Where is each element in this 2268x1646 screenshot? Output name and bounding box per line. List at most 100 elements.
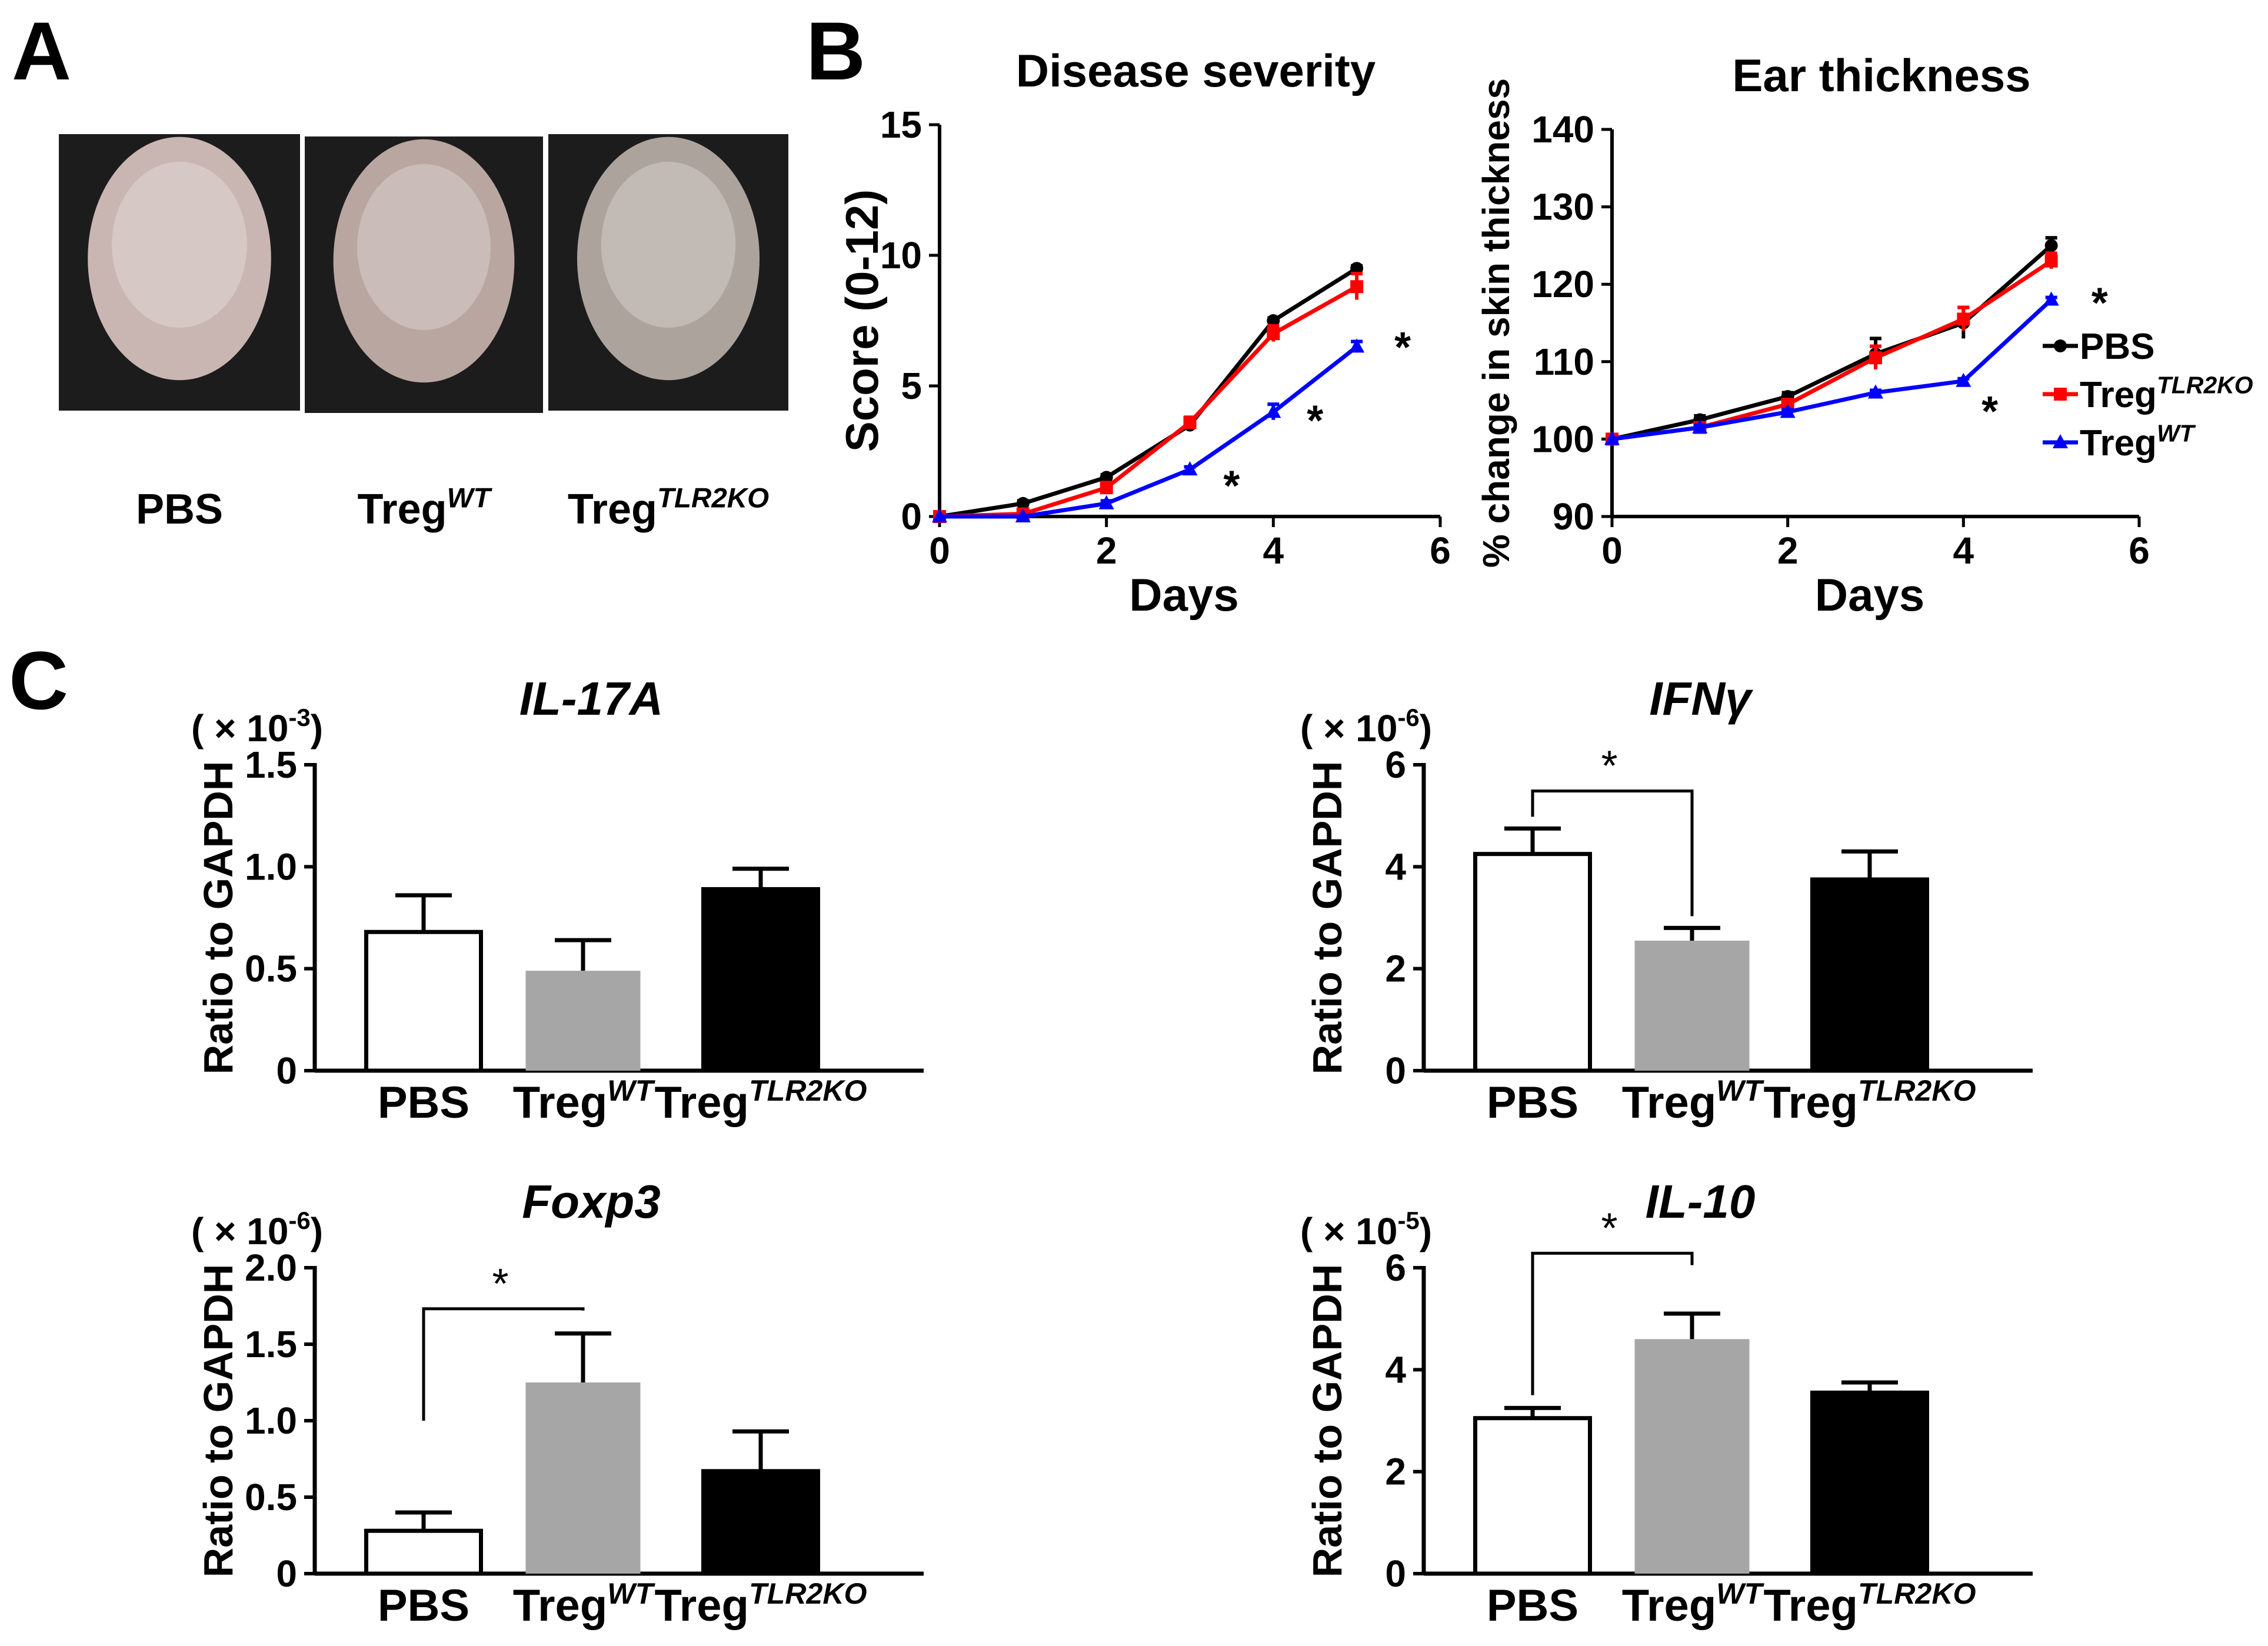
y-tick-label: 4	[1385, 1348, 1406, 1391]
chart-title: IFNγ	[1649, 672, 1754, 725]
chart-title: IL-17A	[519, 672, 664, 725]
data-point	[2044, 239, 2058, 252]
multiplier-label: ( × 10-6)	[191, 1207, 323, 1252]
significance-star: *	[2092, 280, 2108, 327]
significance-star: *	[1601, 743, 1617, 790]
category-label-1: TregWT	[1622, 1074, 1765, 1128]
legend-marker	[2054, 388, 2067, 401]
photo-label-2: TregTLR2KO	[568, 483, 769, 533]
il17a-chart: 0 0.5 1.0 1.5 IL-17A ( × 10-3) Ratio to GAPDH P…	[191, 672, 924, 1128]
data-point	[1100, 471, 1113, 484]
series-line-2	[1611, 298, 2053, 441]
y-tick-label: 0.5	[245, 948, 297, 990]
y-tick-label: 0	[1385, 1049, 1406, 1092]
chart-title: Disease severity	[1016, 45, 1376, 96]
y-axis-label: Score (0-12)	[836, 189, 888, 452]
series-line-2	[940, 345, 1358, 519]
il10-chart: 0 2 4 6 IL-10 ( × 10-5) Ratio to GAPDH PBS TregW…	[1300, 1175, 2033, 1631]
y-tick-label: 2.0	[245, 1247, 297, 1289]
photo-0	[59, 134, 300, 411]
lesion	[577, 136, 760, 381]
y-tick-label: 100	[1531, 418, 1594, 460]
multiplier-label: ( × 10-5)	[1300, 1207, 1432, 1252]
chart-title: Foxp3	[522, 1175, 661, 1228]
y-axis-label: Ratio to GAPDH	[195, 761, 241, 1075]
significance-star: *	[1223, 462, 1240, 509]
y-tick-label: 15	[880, 104, 922, 146]
category-label-2: TregTLR2KO	[654, 1074, 867, 1128]
y-tick-label: 120	[1531, 263, 1594, 305]
y-tick-label: 2	[1385, 948, 1406, 990]
y-tick-label: 6	[1385, 1247, 1406, 1289]
scale-highlight	[601, 162, 736, 328]
data-point	[1100, 481, 1113, 495]
data-point	[1016, 497, 1030, 510]
legend-marker	[2054, 339, 2067, 352]
data-point	[1349, 338, 1365, 353]
y-tick-label: 0	[276, 1049, 297, 1092]
panel-label-b: B	[806, 5, 865, 97]
legend-label-1: TregTLR2KO	[2080, 371, 2253, 415]
y-tick-label: 0	[901, 495, 922, 538]
chart-title: Ear thickness	[1732, 49, 2030, 101]
x-tick-label: 0	[929, 529, 950, 572]
series-line-1	[939, 285, 1358, 519]
data-point	[1182, 461, 1198, 476]
panel-a-photos: PBS TregWT TregTLR2KO	[59, 134, 788, 533]
data-point	[932, 508, 947, 522]
bar-0	[364, 1528, 483, 1576]
x-tick-label: 2	[1096, 529, 1117, 572]
x-axis-label: Days	[1129, 569, 1238, 621]
data-point	[1098, 495, 1114, 509]
multiplier-label: ( × 10-6)	[1300, 704, 1432, 749]
y-tick-label: 0	[1385, 1552, 1406, 1595]
x-axis-label: Days	[1815, 569, 1924, 621]
multiplier-label: ( × 10-3)	[191, 704, 323, 749]
photo-label-1: TregWT	[358, 483, 493, 533]
scale-highlight	[357, 164, 491, 330]
y-tick-label: 1.0	[245, 1400, 297, 1442]
data-point	[1183, 416, 1197, 429]
bar-0	[1473, 852, 1592, 1073]
data-point	[1265, 404, 1281, 418]
x-tick-label: 4	[1263, 529, 1284, 572]
category-label-2: TregTLR2KO	[654, 1577, 867, 1631]
y-tick-label: 6	[1385, 744, 1406, 786]
bar-0	[364, 929, 483, 1073]
y-tick-label: 1.5	[245, 1323, 297, 1365]
category-label-0: PBS	[378, 1581, 469, 1631]
category-label-0: PBS	[1487, 1078, 1578, 1128]
y-tick-label: 0	[276, 1552, 297, 1595]
bar-2	[1810, 1390, 1929, 1576]
significance-bracket	[1531, 1251, 1694, 1395]
photo-1	[305, 136, 543, 413]
bar-2	[1810, 877, 1929, 1073]
y-tick-label: 110	[1534, 341, 1594, 383]
legend-label-0: PBS	[2080, 326, 2154, 367]
y-axis-label: Ratio to GAPDH	[1304, 1264, 1350, 1578]
y-tick-label: 90	[1553, 495, 1594, 538]
y-tick-label: 140	[1531, 108, 1594, 151]
data-point	[1868, 384, 1883, 399]
x-tick-label: 4	[1953, 529, 1974, 572]
significance-star: *	[1394, 324, 1411, 371]
y-axis-label: Ratio to GAPDH	[1304, 761, 1350, 1075]
y-axis-label: % change in skin thickness	[1475, 78, 1517, 568]
x-tick-label: 0	[1601, 529, 1623, 572]
y-tick-label: 1.5	[245, 744, 297, 786]
x-tick-label: 6	[2129, 529, 2150, 572]
category-label-1: TregWT	[1622, 1577, 1765, 1631]
significance-star: *	[1981, 388, 1998, 435]
data-point	[1780, 404, 1796, 418]
bar-1	[1634, 941, 1750, 1071]
significance-bracket	[422, 1307, 585, 1421]
data-point	[1350, 280, 1364, 294]
data-point	[1957, 312, 1970, 326]
bar-0	[1473, 1416, 1592, 1576]
data-point	[1692, 419, 1708, 434]
category-label-0: PBS	[1487, 1581, 1578, 1631]
photo-label-0: PBS	[136, 486, 223, 533]
legend-marker	[2053, 434, 2068, 448]
data-point	[2043, 291, 2059, 306]
